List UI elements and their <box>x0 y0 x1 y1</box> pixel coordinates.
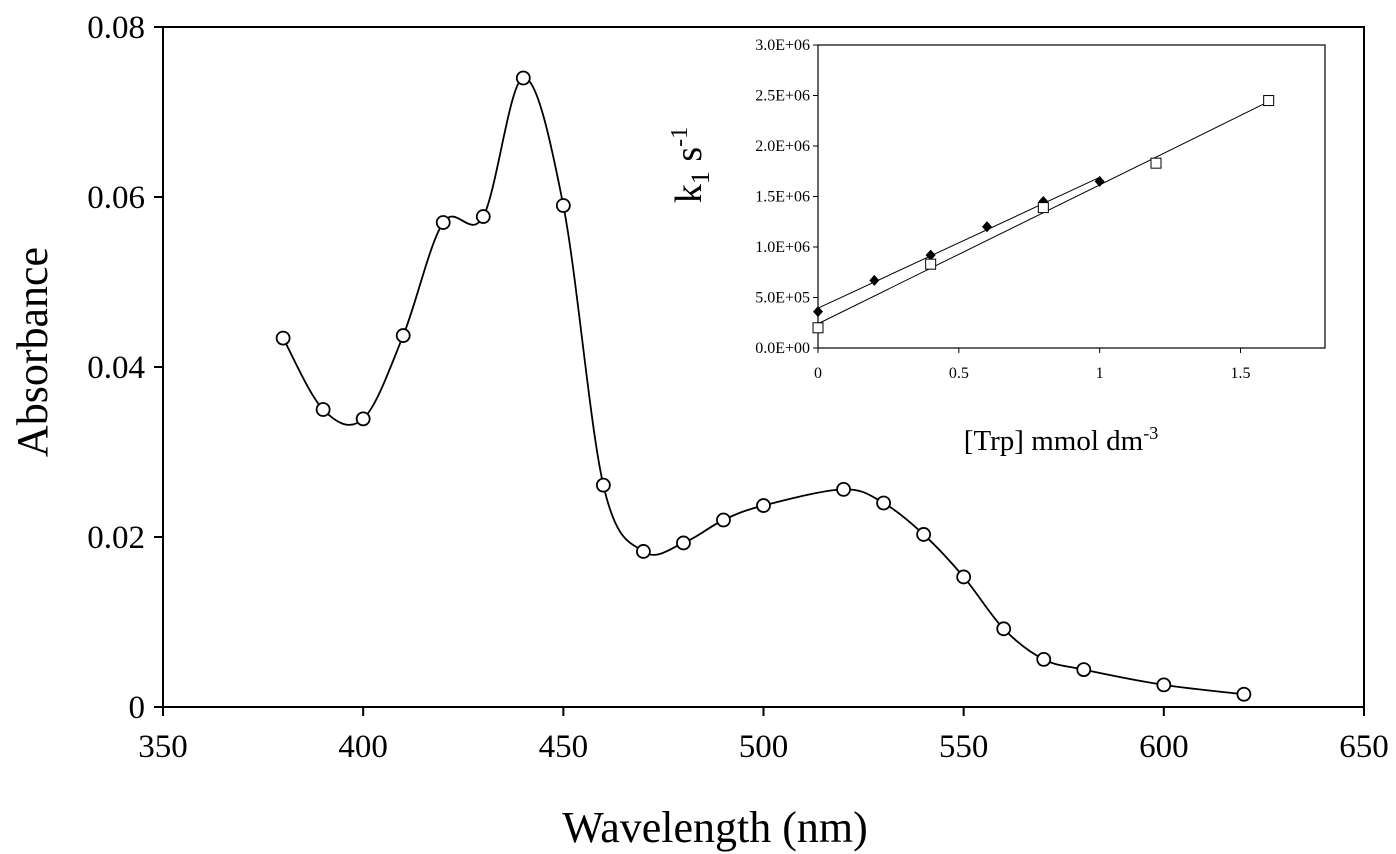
main-data-point <box>1156 677 1172 693</box>
main-data-point <box>275 330 291 346</box>
inset-y-ticks: 0.0E+00 5.0E+05 1.0E+06 1.5E+06 2.0E+06 2.5E+… <box>755 37 818 357</box>
inset-x-tick-label: 1.5 <box>1231 365 1251 382</box>
main-x-ticks: 350 400 450 500 550 600 650 <box>138 707 1389 765</box>
inset-y-axis-label: k1 s-1 <box>667 127 715 203</box>
inset-square-point <box>925 258 937 270</box>
main-data-point <box>916 527 932 542</box>
inset-y-tick-label: 1.5E+06 <box>755 189 810 206</box>
inset-diamond-point <box>813 306 823 318</box>
main-data-point <box>716 512 731 528</box>
main-data-point <box>996 621 1012 637</box>
main-data-point <box>555 198 571 213</box>
main-x-tick-label: 650 <box>1339 729 1389 765</box>
main-data-point <box>515 70 531 86</box>
inset-y-label-k: k <box>668 184 710 203</box>
main-data-point <box>636 544 651 559</box>
main-y-tick-label: 0 <box>129 690 146 726</box>
main-y-axis-label: Absorbance <box>8 247 57 457</box>
inset-diamond-point <box>925 249 936 261</box>
inset-x-label-text: [Trp] mmol dm <box>964 425 1144 457</box>
main-data-point <box>836 481 851 497</box>
main-data-point <box>1076 662 1092 677</box>
main-x-tick-label: 350 <box>138 729 188 765</box>
main-data-point <box>1236 686 1252 702</box>
main-y-tick-label: 0.04 <box>87 350 145 386</box>
inset-y-label-sup: -1 <box>667 127 693 147</box>
inset-x-tick-label: 0 <box>814 365 822 382</box>
main-x-tick-label: 600 <box>1139 729 1189 765</box>
main-data-point <box>315 402 331 417</box>
inset-x-tick-label: 1 <box>1096 365 1104 382</box>
inset-x-axis-label: [Trp] mmol dm-3 <box>964 423 1158 457</box>
main-data-point <box>876 495 891 511</box>
main-y-tick-label: 0.06 <box>87 180 145 216</box>
inset-x-tick-label: 0.5 <box>949 365 969 382</box>
inset-diamond-point <box>1094 175 1105 187</box>
inset-y-tick-label: 2.5E+06 <box>755 88 810 105</box>
inset-fit-line <box>817 176 1100 309</box>
inset-square-point <box>1263 95 1275 107</box>
main-data-point <box>395 328 411 343</box>
inset-y-tick-label: 3.0E+06 <box>755 37 810 54</box>
main-data-point <box>1036 652 1052 667</box>
inset-points <box>812 95 1275 334</box>
main-x-tick-label: 400 <box>338 729 388 765</box>
main-data-point <box>595 477 611 493</box>
main-data-point <box>676 535 691 551</box>
main-x-tick-label: 550 <box>939 729 989 765</box>
inset-diamond-point <box>869 274 880 286</box>
inset-square-point <box>1037 202 1049 214</box>
inset-x-label-sup: -3 <box>1143 423 1158 443</box>
inset-x-ticks: 0 0.5 1 1.5 <box>814 348 1251 382</box>
inset-y-label-tail: s <box>668 147 710 171</box>
main-data-point <box>756 498 771 513</box>
inset-plot-frame <box>817 44 1326 349</box>
main-x-tick-label: 450 <box>539 729 589 765</box>
main-points <box>275 70 1252 702</box>
main-x-tick-label: 500 <box>739 729 789 765</box>
inset-square-point <box>1150 157 1162 169</box>
inset-y-label-sub: 1 <box>686 171 715 184</box>
inset-y-tick-label: 5.0E+05 <box>755 290 810 307</box>
main-absorbance-chart: 350 400 450 500 550 600 650 00.020.040.060.08 … <box>8 10 1389 852</box>
inset-rate-chart: 0 0.5 1 1.5 0.0E+00 5.0E+05 1.0E+06 1.5E+06 2.0… <box>667 37 1326 457</box>
main-x-axis-label: Wavelength (nm) <box>562 803 868 852</box>
inset-y-tick-label: 1.0E+06 <box>755 239 810 256</box>
main-data-point <box>355 411 371 427</box>
main-data-point <box>475 209 491 224</box>
inset-y-tick-label: 0.0E+00 <box>755 340 810 357</box>
main-y-tick-label: 0.02 <box>87 520 145 556</box>
main-y-tick-label: 0.08 <box>87 10 145 46</box>
main-data-point <box>956 569 972 585</box>
inset-diamond-point <box>982 221 992 233</box>
main-y-ticks: 0 0.02 0.04 0.06 0.08 <box>87 10 163 726</box>
main-data-point <box>435 215 451 230</box>
inset-y-tick-label: 2.0E+06 <box>755 138 810 155</box>
inset-square-point <box>812 322 824 334</box>
